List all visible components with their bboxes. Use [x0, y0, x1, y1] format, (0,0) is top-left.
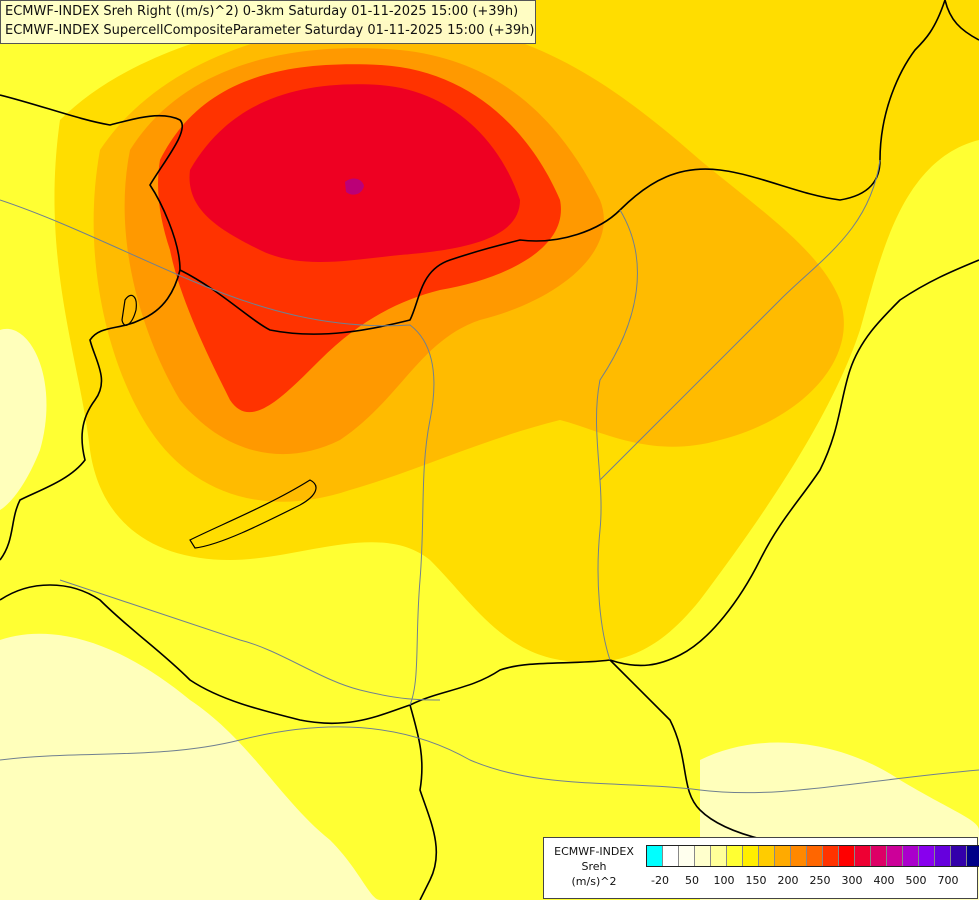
- lake-balaton: [189, 479, 317, 549]
- title-line-2: ECMWF-INDEX SupercellCompositeParameter …: [5, 23, 535, 38]
- legend-title-line-2: Sreh: [581, 860, 607, 873]
- legend-tick-label: 400: [873, 874, 895, 887]
- legend-tick-label: 300: [841, 874, 863, 887]
- country-border-north: [0, 0, 946, 335]
- color-legend: ECMWF-INDEX Sreh (m/s)^2 -20 50 100 150 200 2…: [543, 837, 979, 899]
- legend-swatch-13: [855, 846, 871, 866]
- legend-tick-label: 150: [745, 874, 767, 887]
- legend-tick-label: 700: [937, 874, 959, 887]
- title-line-1: ECMWF-INDEX Sreh Right ((m/s)^2) 0-3km S…: [5, 4, 519, 19]
- field-magenta: [345, 178, 364, 195]
- country-border-southeast: [609, 659, 791, 846]
- legend-tick-label: 100: [713, 874, 735, 887]
- legend-swatch-2: [679, 846, 695, 866]
- legend-title-line-3: (m/s)^2: [571, 875, 617, 888]
- legend-swatch-14: [871, 846, 887, 866]
- legend-swatch-19: [951, 846, 967, 866]
- legend-swatch-7: [759, 846, 775, 866]
- legend-swatch-17: [919, 846, 935, 866]
- legend-swatch-9: [791, 846, 807, 866]
- legend-swatch-12: [839, 846, 855, 866]
- legend-swatch-3: [695, 846, 711, 866]
- field-crimson: [189, 84, 520, 262]
- title-box: ECMWF-INDEX Sreh Right ((m/s)^2) 0-3km S…: [0, 0, 536, 44]
- legend-swatches: [646, 845, 979, 867]
- country-border-west: [0, 269, 181, 561]
- legend-swatch-10: [807, 846, 823, 866]
- legend-swatch-15: [887, 846, 903, 866]
- legend-ticks: -20 50 100 150 200 250 300 400 500 700: [646, 874, 976, 888]
- river-tisza: [596, 209, 638, 661]
- river-danube: [0, 199, 435, 706]
- legend-swatch-1: [663, 846, 679, 866]
- legend-swatch-5: [727, 846, 743, 866]
- legend-tick-label: -20: [651, 874, 669, 887]
- legend-swatch-6: [743, 846, 759, 866]
- legend-swatch-0: [647, 846, 663, 866]
- legend-tick-label: 250: [809, 874, 831, 887]
- field-pale-southwest: [0, 633, 380, 900]
- legend-swatch-8: [775, 846, 791, 866]
- legend-tick-label: 50: [685, 874, 699, 887]
- country-border-southwest: [409, 704, 438, 900]
- legend-tick-label: 500: [905, 874, 927, 887]
- lake-neusiedl: [121, 294, 137, 326]
- river-drava: [59, 579, 441, 701]
- legend-swatch-16: [903, 846, 919, 866]
- field-pale-west: [0, 328, 47, 510]
- legend-swatch-20: [967, 846, 979, 866]
- legend-title-line-1: ECMWF-INDEX: [554, 845, 634, 858]
- legend-swatch-18: [935, 846, 951, 866]
- river-sava: [0, 726, 979, 794]
- legend-title: ECMWF-INDEX Sreh (m/s)^2: [546, 844, 642, 889]
- legend-swatch-4: [711, 846, 727, 866]
- legend-swatch-11: [823, 846, 839, 866]
- country-border-northeast: [944, 0, 979, 41]
- legend-tick-label: 200: [777, 874, 799, 887]
- river-east: [599, 159, 881, 481]
